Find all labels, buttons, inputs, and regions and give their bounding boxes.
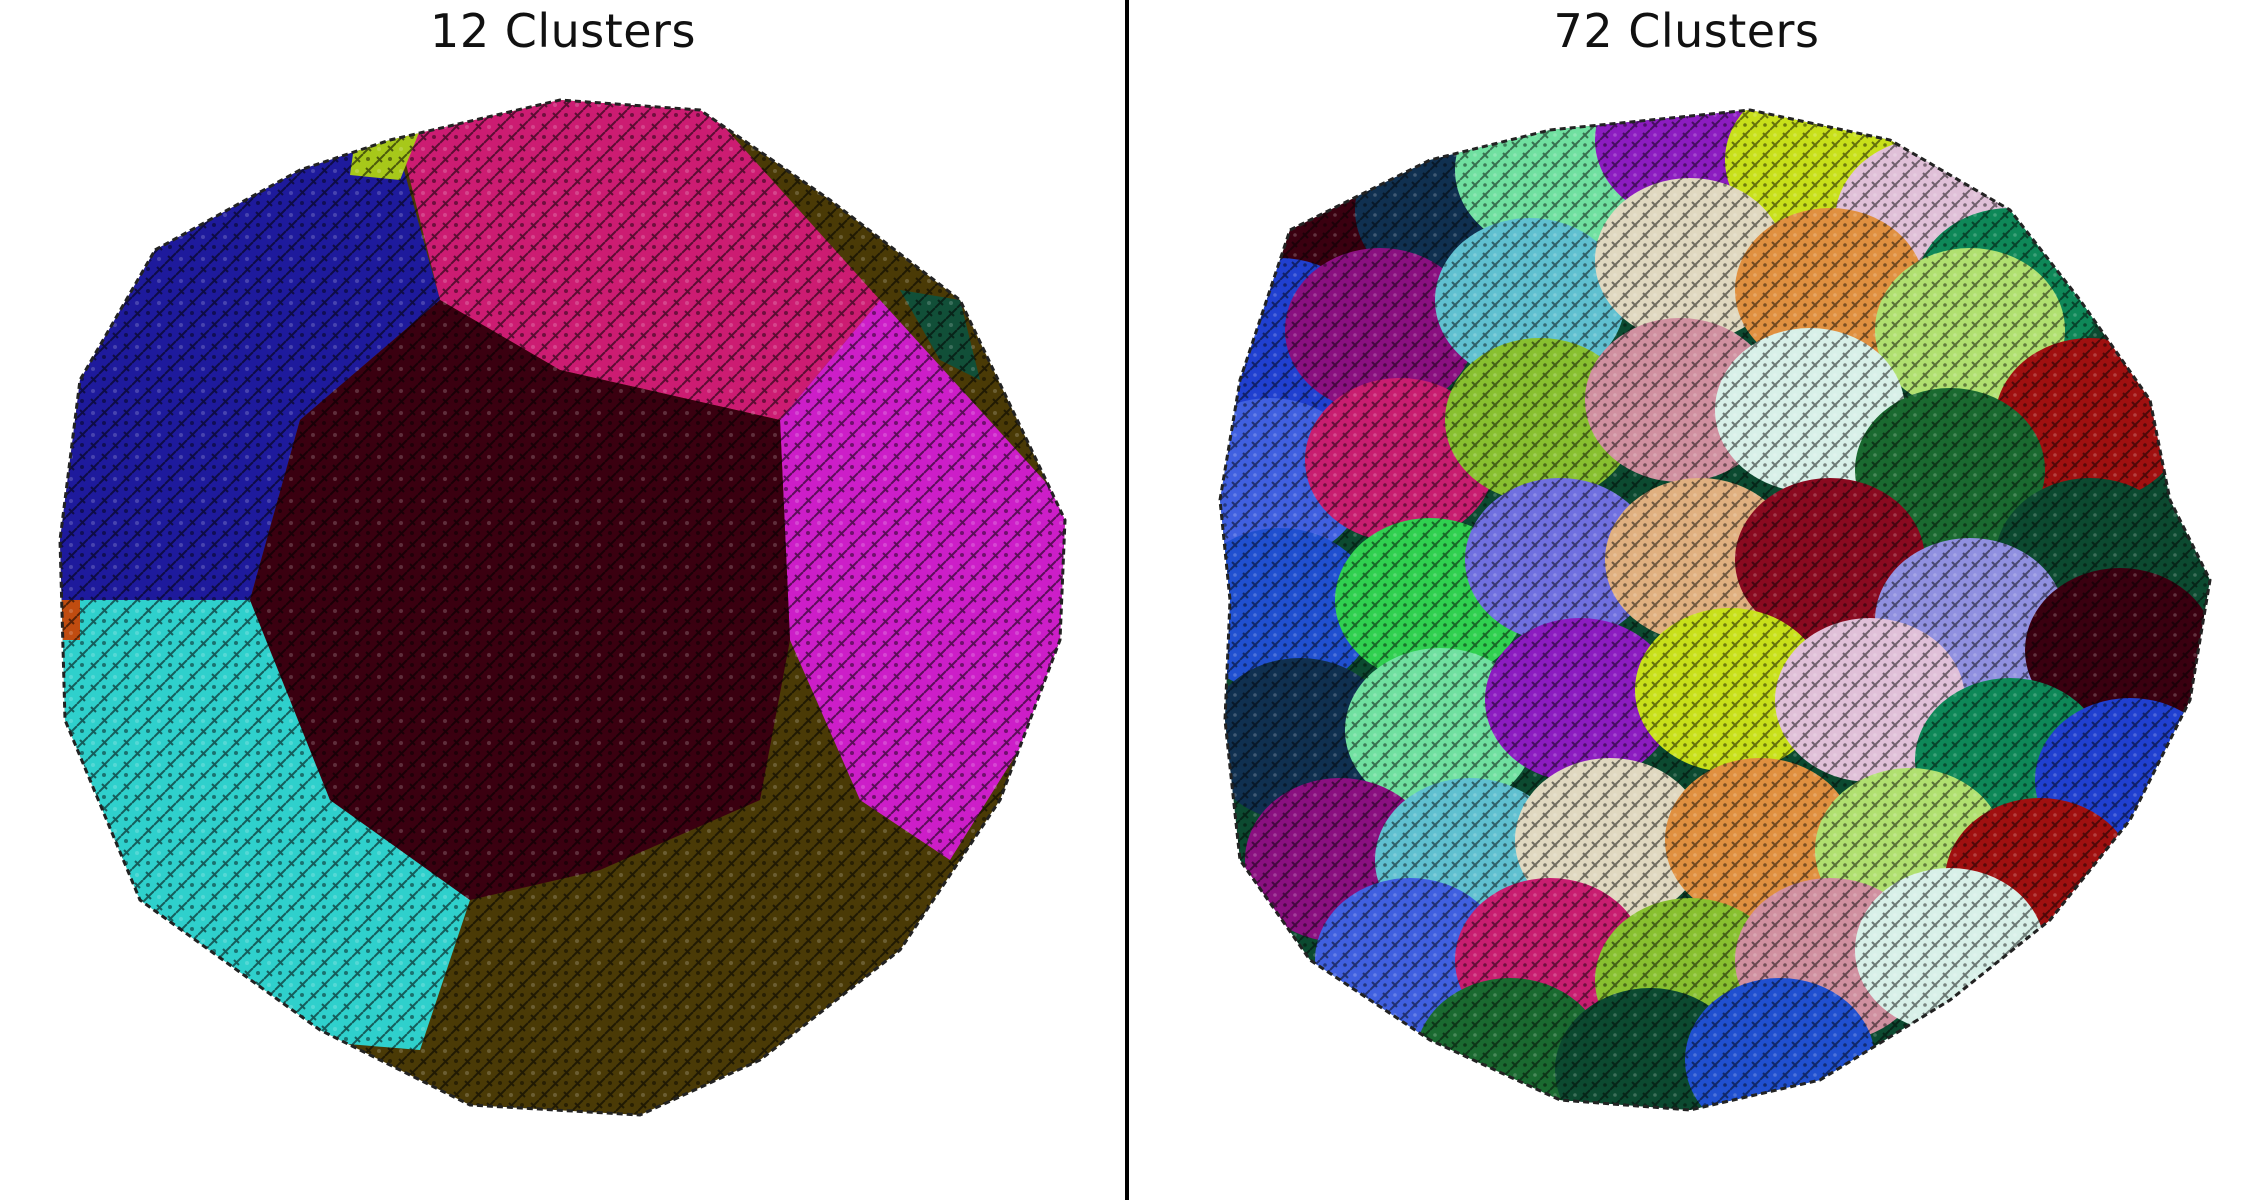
capsid-outline [58,98,1067,1117]
panel-title: 72 Clusters [1553,4,1820,58]
panel-title: 12 Clusters [430,4,696,58]
cluster-cells [1220,110,2210,1110]
protein-texture [60,100,1065,1115]
panel-72-clusters: 72 Clusters [1130,0,2243,1200]
protein-texture [1220,110,2210,1110]
capsid-72-clusters [1218,108,2212,1112]
panel-12-clusters: 12 Clusters [58,4,1067,1117]
capsid-12-clusters [58,98,1067,1117]
panel-divider [1125,0,1129,1200]
